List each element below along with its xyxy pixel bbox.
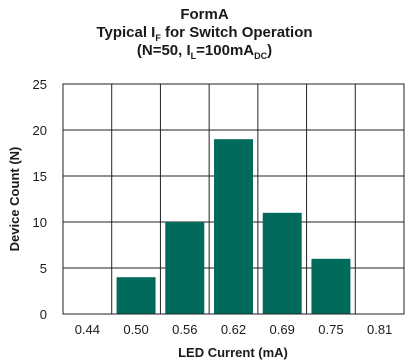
x-tick-label: 0.50 bbox=[123, 322, 148, 337]
y-tick-label: 25 bbox=[33, 77, 47, 92]
bars bbox=[116, 139, 351, 314]
chart-title-line2: Typical IF for Switch Operation bbox=[0, 24, 409, 43]
title-line3-a: (N=50, I bbox=[136, 42, 191, 59]
title-line3-b: =100mA bbox=[196, 42, 255, 59]
y-tick-label: 20 bbox=[33, 123, 47, 138]
x-tick-label: 0.69 bbox=[270, 322, 295, 337]
title-line2-subscript: F bbox=[155, 33, 161, 43]
title-line3-subscript-1: L bbox=[190, 51, 197, 61]
bar-0.56 bbox=[165, 222, 205, 314]
chart-title-line3: (N=50, IL=100mADC) bbox=[0, 42, 409, 61]
y-tick-label: 15 bbox=[33, 169, 47, 184]
x-tick-label: 0.44 bbox=[75, 322, 100, 337]
bar-0.50 bbox=[116, 277, 156, 314]
y-tick-label: 0 bbox=[40, 307, 47, 322]
x-tick-label: 0.75 bbox=[318, 322, 343, 337]
plot-frame bbox=[62, 83, 405, 315]
y-tick-label: 10 bbox=[33, 215, 47, 230]
bar-0.62 bbox=[214, 139, 253, 314]
y-tick-labels: 0 5 10 15 20 25 bbox=[33, 77, 47, 322]
y-axis-label: Device Count (N) bbox=[7, 147, 22, 252]
x-tick-label: 0.62 bbox=[221, 322, 246, 337]
title-line3-subscript-2: DC bbox=[254, 51, 268, 61]
x-tick-label: 0.81 bbox=[367, 322, 392, 337]
x-axis-label: LED Current (mA) bbox=[178, 345, 288, 360]
y-tick-label: 5 bbox=[40, 261, 47, 276]
x-tick-label: 0.56 bbox=[172, 322, 197, 337]
bar-0.75 bbox=[311, 258, 351, 314]
title-line2-main: Typical I bbox=[96, 24, 156, 41]
x-tick-labels: 0.44 0.50 0.56 0.62 0.69 0.75 0.81 bbox=[75, 322, 393, 337]
title-line3-c: ) bbox=[267, 42, 273, 59]
chart-title-line1: FormA bbox=[180, 6, 229, 23]
title-line2-rest: for Switch Operation bbox=[160, 24, 313, 41]
bar-0.69 bbox=[262, 212, 302, 314]
